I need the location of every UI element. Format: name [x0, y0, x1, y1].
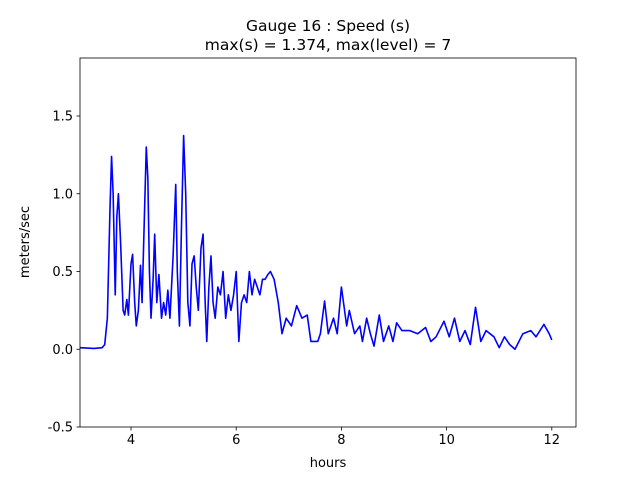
x-tick-label: 4: [127, 433, 135, 448]
x-tick-label: 8: [337, 433, 345, 448]
plot-frame: [79, 57, 577, 428]
x-tick-label: 12: [544, 433, 561, 448]
y-tick-label: 0.5: [52, 265, 73, 280]
x-axis-label: hours: [310, 456, 347, 471]
x-tick-label: 6: [232, 433, 240, 448]
y-axis-label: meters/sec: [18, 206, 33, 278]
chart-subtitle: max(s) = 1.374, max(level) = 7: [205, 36, 451, 54]
data-line: [79, 134, 553, 351]
y-tick-label: 1.5: [52, 110, 73, 125]
chart-title: Gauge 16 : Speed (s): [246, 17, 410, 35]
y-tick-label: 1.0: [52, 187, 73, 202]
y-tick-label: -0.5: [48, 421, 73, 436]
y-tick-label: 0.0: [52, 343, 73, 358]
x-tick-label: 10: [438, 433, 455, 448]
